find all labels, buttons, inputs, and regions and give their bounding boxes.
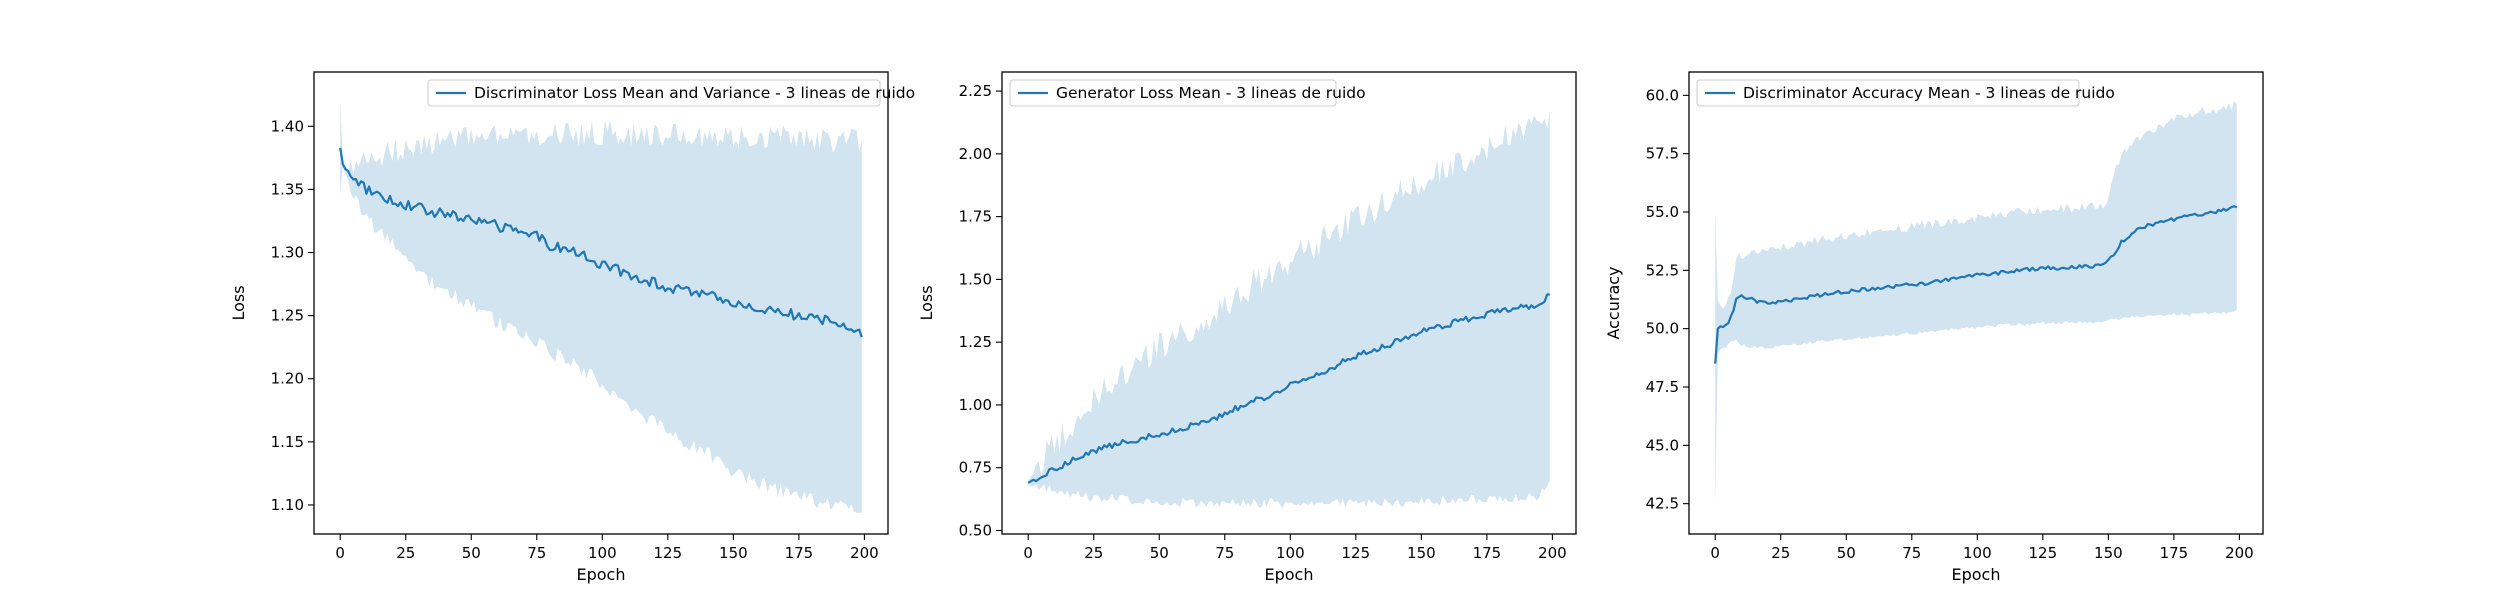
axes-frame [1688, 71, 2264, 535]
y-axis-label: Loss [229, 285, 248, 320]
y-tick-label: 1.30 [271, 244, 304, 262]
y-tick-label: 1.25 [959, 333, 992, 351]
x-tick-label: 100 [588, 544, 617, 562]
y-tick-label: 47.5 [1646, 378, 1679, 396]
legend-label: Discriminator Accuracy Mean - 3 lineas d… [1743, 84, 2115, 102]
y-tick-label: 0.50 [959, 521, 992, 539]
x-tick-label: 150 [2094, 544, 2123, 562]
plot-area [339, 101, 863, 513]
y-tick-label: 55.0 [1646, 203, 1679, 221]
legend-label: Discriminator Loss Mean and Variance - 3… [474, 84, 915, 102]
chart-panel-3: 0 25 50 75 100 125 150 175 200 42.5 45.0 47.5 50.0 52… [1604, 71, 2264, 584]
y-axis-label: Loss [917, 285, 936, 320]
x-tick-label: 50 [1150, 544, 1169, 562]
x-tick-label: 0 [335, 544, 345, 562]
y-tick-label: 2.25 [959, 82, 992, 100]
axes-frame [1001, 71, 1577, 535]
y-tick-label: 1.50 [959, 270, 992, 288]
y-tick-label: 45.0 [1646, 436, 1679, 454]
y-tick-label: 1.20 [271, 370, 304, 388]
plot-area [1027, 111, 1550, 509]
variance-band [1715, 100, 2237, 504]
x-tick-label: 175 [785, 544, 814, 562]
x-tick-label: 200 [1538, 544, 1567, 562]
y-tick-label: 1.40 [271, 117, 304, 135]
x-tick-label: 125 [654, 544, 683, 562]
legend-label: Generator Loss Mean - 3 lineas de ruido [1056, 84, 1366, 102]
mean-line [339, 147, 863, 338]
y-tick-label: 0.75 [959, 459, 992, 477]
legend: Generator Loss Mean - 3 lineas de ruido [1009, 79, 1366, 107]
legend: Discriminator Loss Mean and Variance - 3… [427, 79, 915, 107]
y-tick-label: 1.25 [271, 307, 304, 325]
mean-line [1714, 205, 2238, 364]
y-tick-label: 1.35 [271, 180, 304, 198]
legend-box [1009, 79, 1337, 107]
y-axis-label: Accuracy [1604, 266, 1623, 339]
y-tick-label: 1.10 [271, 496, 304, 514]
x-tick-label: 75 [1215, 544, 1234, 562]
variance-band [1028, 111, 1550, 509]
x-tick-label: 150 [719, 544, 748, 562]
y-tick-label: 57.5 [1646, 145, 1679, 163]
x-tick-label: 100 [1276, 544, 1305, 562]
y-tick-label: 42.5 [1646, 495, 1679, 513]
y-tick-label: 2.00 [959, 145, 992, 163]
x-tick-label: 200 [850, 544, 879, 562]
x-tick-label: 0 [1710, 544, 1720, 562]
plot-area [1714, 100, 2238, 504]
axes-frame [313, 71, 889, 535]
x-tick-label: 175 [1473, 544, 1502, 562]
x-tick-label: 25 [396, 544, 415, 562]
x-tick-label: 75 [527, 544, 546, 562]
x-axis-label: Epoch [1265, 565, 1314, 584]
x-tick-label: 150 [1407, 544, 1436, 562]
chart-panel-1: 0 25 50 75 100 125 150 175 200 1.10 1.15 1.20 1.25 1.… [229, 71, 915, 584]
y-tick-label: 52.5 [1646, 261, 1679, 279]
legend-box [427, 79, 881, 107]
legend-box [1696, 79, 2080, 107]
x-tick-label: 25 [1771, 544, 1790, 562]
x-tick-label: 200 [2225, 544, 2254, 562]
chart-panel-2: 0 25 50 75 100 125 150 175 200 0.50 0.75 1.00 1.25 1.… [917, 71, 1577, 584]
x-tick-label: 125 [2029, 544, 2058, 562]
mean-line [1027, 293, 1550, 484]
legend: Discriminator Accuracy Mean - 3 lineas d… [1696, 79, 2115, 107]
x-tick-label: 175 [2160, 544, 2189, 562]
x-tick-label: 100 [1963, 544, 1992, 562]
y-tick-label: 1.00 [959, 396, 992, 414]
x-tick-label: 0 [1023, 544, 1033, 562]
y-tick-label: 50.0 [1646, 320, 1679, 338]
x-tick-label: 75 [1902, 544, 1921, 562]
y-tick-label: 60.0 [1646, 86, 1679, 104]
x-tick-label: 125 [1342, 544, 1371, 562]
x-tick-label: 25 [1084, 544, 1103, 562]
y-tick-label: 1.75 [959, 208, 992, 226]
variance-band [340, 101, 862, 513]
x-axis-label: Epoch [577, 565, 626, 584]
x-tick-label: 50 [1837, 544, 1856, 562]
y-tick-label: 1.15 [271, 433, 304, 451]
x-axis-label: Epoch [1952, 565, 2001, 584]
x-tick-label: 50 [462, 544, 481, 562]
